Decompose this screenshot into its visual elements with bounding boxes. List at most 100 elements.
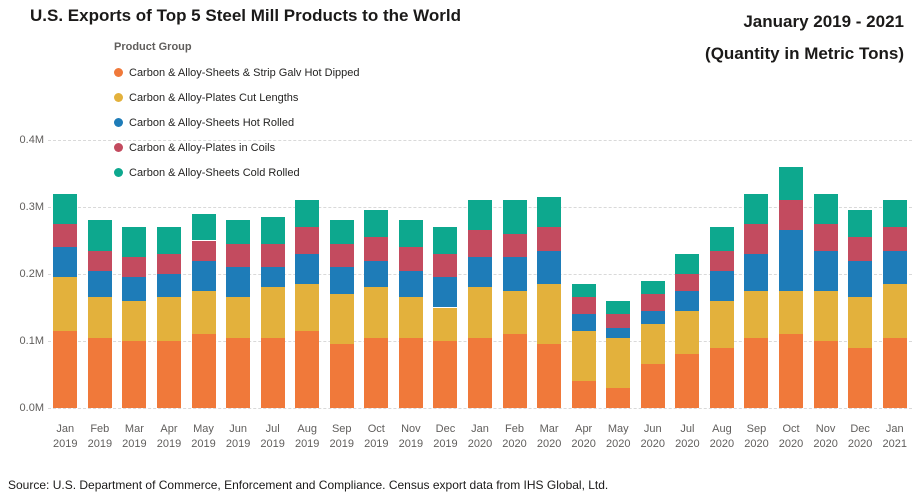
bar-segment[interactable] — [848, 297, 873, 348]
bar-segment[interactable] — [226, 297, 251, 338]
bar-segment[interactable] — [571, 284, 596, 298]
bar-segment[interactable] — [675, 354, 700, 408]
bar-segment[interactable] — [675, 253, 700, 274]
bar-segment[interactable] — [813, 223, 838, 251]
bar-segment[interactable] — [744, 193, 769, 224]
bar-segment[interactable] — [537, 196, 562, 228]
bar-segment[interactable] — [433, 227, 458, 254]
bar-segment[interactable] — [87, 270, 112, 298]
bar-segment[interactable] — [398, 337, 423, 408]
bar-segment[interactable] — [156, 274, 181, 298]
bar-segment[interactable] — [226, 267, 251, 298]
bar-segment[interactable] — [502, 233, 527, 258]
bar-segment[interactable] — [709, 250, 734, 271]
bar-segment[interactable] — [329, 267, 354, 295]
bar-segment[interactable] — [640, 310, 665, 325]
bar-segment[interactable] — [364, 210, 389, 238]
bar-segment[interactable] — [882, 250, 907, 285]
bar-segment[interactable] — [537, 227, 562, 251]
bar-segment[interactable] — [433, 341, 458, 408]
bar-segment[interactable] — [502, 257, 527, 291]
legend-item[interactable]: Carbon & Alloy-Plates in Coils — [114, 135, 360, 160]
bar-segment[interactable] — [640, 364, 665, 408]
bar-segment[interactable] — [709, 300, 734, 348]
bar-segment[interactable] — [571, 381, 596, 408]
bar-segment[interactable] — [295, 253, 320, 285]
bar-segment[interactable] — [191, 260, 216, 291]
bar-segment[interactable] — [156, 227, 181, 254]
bar-segment[interactable] — [295, 284, 320, 331]
bar-segment[interactable] — [53, 247, 78, 278]
bar-segment[interactable] — [779, 334, 804, 408]
bar-segment[interactable] — [571, 330, 596, 382]
bar-segment[interactable] — [364, 287, 389, 338]
bar-segment[interactable] — [640, 294, 665, 311]
bar-segment[interactable] — [468, 230, 492, 258]
bar-segment[interactable] — [53, 277, 78, 331]
bar-segment[interactable] — [260, 267, 285, 288]
bar-segment[interactable] — [468, 257, 492, 288]
bar-segment[interactable] — [813, 341, 838, 408]
bar-segment[interactable] — [364, 337, 389, 408]
bar-segment[interactable] — [571, 297, 596, 315]
bar-segment[interactable] — [606, 387, 631, 408]
bar-segment[interactable] — [502, 200, 527, 234]
bar-segment[interactable] — [122, 227, 147, 258]
bar-segment[interactable] — [226, 220, 251, 244]
bar-segment[interactable] — [122, 257, 147, 278]
bar-segment[interactable] — [882, 200, 907, 228]
bar-segment[interactable] — [848, 260, 873, 298]
bar-segment[interactable] — [53, 223, 78, 248]
bar-segment[interactable] — [398, 220, 423, 248]
bar-segment[interactable] — [260, 217, 285, 244]
bar-segment[interactable] — [744, 290, 769, 338]
bar-segment[interactable] — [571, 314, 596, 331]
bar-segment[interactable] — [606, 300, 631, 315]
bar-segment[interactable] — [813, 290, 838, 341]
bar-segment[interactable] — [364, 260, 389, 288]
bar-segment[interactable] — [468, 200, 492, 231]
bar-segment[interactable] — [295, 227, 320, 254]
bar-segment[interactable] — [813, 193, 838, 224]
bar-segment[interactable] — [433, 253, 458, 278]
bar-segment[interactable] — [260, 243, 285, 268]
bar-segment[interactable] — [191, 290, 216, 335]
bar-segment[interactable] — [468, 337, 492, 408]
bar-segment[interactable] — [848, 210, 873, 238]
bar-segment[interactable] — [744, 337, 769, 408]
bar-segment[interactable] — [191, 334, 216, 408]
legend-item[interactable]: Carbon & Alloy-Sheets & Strip Galv Hot D… — [114, 60, 360, 85]
bar-segment[interactable] — [779, 230, 804, 291]
bar-segment[interactable] — [502, 334, 527, 408]
bar-segment[interactable] — [882, 284, 907, 338]
bar-segment[interactable] — [848, 237, 873, 261]
bar-segment[interactable] — [848, 347, 873, 408]
bar-segment[interactable] — [156, 253, 181, 274]
bar-segment[interactable] — [329, 243, 354, 268]
bar-segment[interactable] — [537, 344, 562, 408]
bar-segment[interactable] — [260, 337, 285, 408]
bar-segment[interactable] — [640, 280, 665, 295]
bar-segment[interactable] — [502, 290, 527, 335]
bar-segment[interactable] — [433, 277, 458, 308]
bar-segment[interactable] — [779, 200, 804, 231]
bar-segment[interactable] — [122, 341, 147, 408]
bar-segment[interactable] — [779, 166, 804, 201]
bar-segment[interactable] — [675, 310, 700, 355]
bar-segment[interactable] — [191, 213, 216, 241]
bar-segment[interactable] — [122, 300, 147, 341]
bar-segment[interactable] — [87, 250, 112, 271]
bar-segment[interactable] — [329, 344, 354, 408]
bar-segment[interactable] — [398, 247, 423, 271]
bar-segment[interactable] — [364, 237, 389, 261]
bar-segment[interactable] — [53, 193, 78, 224]
bar-segment[interactable] — [468, 287, 492, 338]
bar-segment[interactable] — [675, 274, 700, 291]
bar-segment[interactable] — [537, 284, 562, 345]
bar-segment[interactable] — [156, 341, 181, 408]
bar-segment[interactable] — [537, 250, 562, 285]
legend-item[interactable]: Carbon & Alloy-Plates Cut Lengths — [114, 85, 360, 110]
bar-segment[interactable] — [813, 250, 838, 291]
bar-segment[interactable] — [744, 223, 769, 254]
bar-segment[interactable] — [675, 290, 700, 311]
